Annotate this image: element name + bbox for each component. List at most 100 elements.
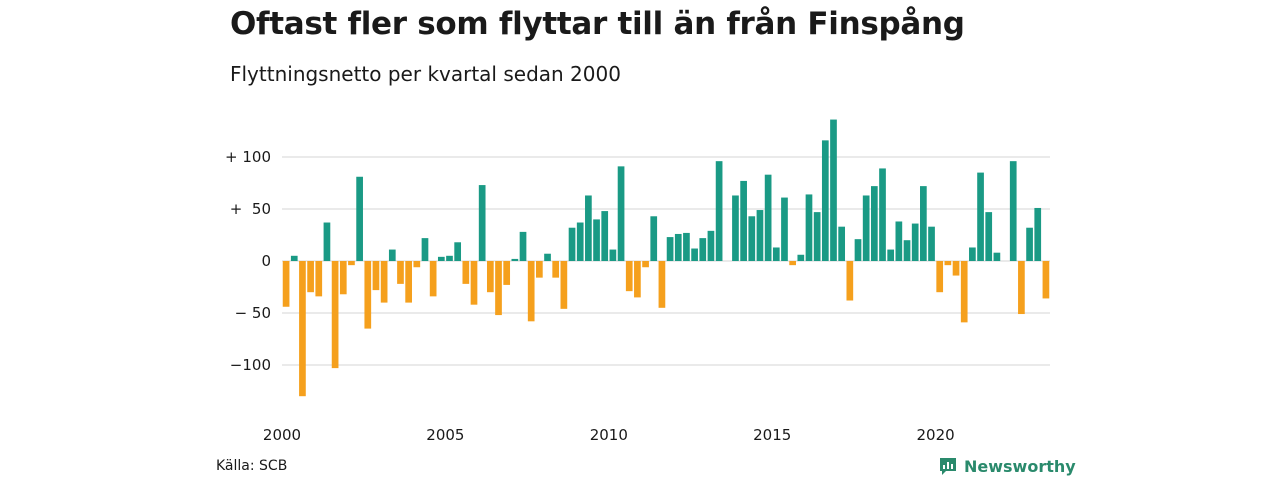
bar bbox=[944, 261, 952, 266]
bar bbox=[683, 232, 690, 261]
bar bbox=[503, 261, 511, 285]
bar bbox=[421, 238, 429, 261]
newsworthy-logo[interactable]: Newsworthy bbox=[938, 456, 1076, 476]
bar bbox=[846, 261, 854, 301]
bar bbox=[601, 211, 609, 261]
y-tick-label: −100 bbox=[230, 356, 271, 374]
bar bbox=[674, 233, 682, 261]
bar bbox=[748, 216, 756, 261]
bar bbox=[977, 172, 984, 261]
bar bbox=[691, 248, 698, 261]
bar bbox=[781, 197, 788, 261]
bar bbox=[593, 219, 600, 261]
bar bbox=[658, 261, 666, 308]
y-tick-label: + 50 bbox=[230, 200, 271, 218]
bar bbox=[495, 261, 502, 316]
bar bbox=[952, 261, 960, 276]
bar bbox=[331, 261, 339, 369]
chart-title: Oftast fler som flyttar till än från Fin… bbox=[230, 6, 965, 42]
x-tick-label: 2010 bbox=[590, 426, 628, 444]
bar bbox=[486, 261, 494, 293]
bar bbox=[928, 226, 935, 261]
brand-name: Newsworthy bbox=[964, 456, 1076, 476]
bar bbox=[413, 261, 421, 268]
chart-subtitle: Flyttningsnetto per kvartal sedan 2000 bbox=[230, 62, 621, 86]
source-note: Källa: SCB bbox=[216, 458, 288, 474]
bar bbox=[323, 222, 331, 261]
bar bbox=[380, 261, 388, 303]
x-tick-label: 2015 bbox=[753, 426, 791, 444]
bar bbox=[356, 176, 363, 261]
bar bbox=[960, 261, 968, 323]
bar bbox=[454, 242, 462, 261]
bar bbox=[282, 261, 290, 307]
bar bbox=[666, 237, 674, 261]
bar bbox=[920, 186, 927, 261]
newsworthy-logo-icon bbox=[940, 458, 956, 475]
bar bbox=[650, 216, 658, 261]
x-tick-label: 2020 bbox=[917, 426, 955, 444]
bar bbox=[519, 231, 527, 261]
bar bbox=[560, 261, 568, 309]
bar bbox=[634, 261, 641, 298]
y-tick-label: + 100 bbox=[225, 148, 271, 166]
bar bbox=[478, 185, 486, 261]
bar bbox=[903, 240, 911, 261]
bar bbox=[797, 254, 805, 261]
bar bbox=[617, 166, 625, 261]
bar bbox=[1018, 261, 1025, 315]
bar bbox=[732, 195, 739, 261]
bar bbox=[307, 261, 314, 293]
bar bbox=[895, 221, 903, 261]
bar bbox=[437, 256, 445, 261]
bar bbox=[879, 168, 886, 261]
bar bbox=[854, 239, 862, 261]
bar bbox=[372, 261, 380, 291]
bar bbox=[299, 261, 306, 397]
y-tick-label: 0 bbox=[261, 252, 271, 270]
bar bbox=[642, 261, 649, 268]
bar bbox=[397, 261, 404, 284]
bar bbox=[388, 249, 396, 261]
bar bbox=[789, 261, 796, 266]
bar bbox=[290, 255, 298, 261]
bar bbox=[969, 247, 976, 261]
bar bbox=[625, 261, 633, 292]
bar bbox=[813, 212, 821, 261]
x-tick-label: 2000 bbox=[263, 426, 301, 444]
bar bbox=[585, 195, 592, 261]
bar bbox=[715, 161, 723, 261]
bar bbox=[544, 253, 551, 261]
bar bbox=[985, 212, 993, 261]
bar bbox=[527, 261, 535, 322]
bar bbox=[756, 210, 764, 261]
bar bbox=[609, 249, 617, 261]
bar bbox=[911, 223, 919, 261]
bar bbox=[764, 174, 772, 261]
bar bbox=[511, 258, 519, 261]
bar bbox=[315, 261, 323, 297]
bar bbox=[830, 119, 837, 261]
bar bbox=[405, 261, 412, 303]
bar bbox=[870, 186, 878, 261]
bar bbox=[429, 261, 437, 297]
bar bbox=[805, 194, 813, 261]
bar bbox=[1042, 261, 1050, 299]
bar bbox=[552, 261, 560, 278]
bar bbox=[838, 226, 846, 261]
x-tick-label: 2005 bbox=[426, 426, 464, 444]
bar bbox=[740, 180, 747, 261]
bar bbox=[821, 140, 829, 261]
bar bbox=[576, 222, 584, 261]
bar bbox=[339, 261, 347, 295]
bar bbox=[772, 247, 780, 261]
x-axis-labels: 2000 2005 2010 2015 2020 bbox=[263, 426, 955, 444]
bar bbox=[887, 249, 895, 261]
bar bbox=[993, 252, 1001, 261]
bar bbox=[1009, 161, 1017, 261]
bar bbox=[1034, 207, 1042, 261]
bar bbox=[470, 261, 478, 305]
bar bbox=[364, 261, 372, 329]
bar bbox=[1026, 227, 1033, 261]
